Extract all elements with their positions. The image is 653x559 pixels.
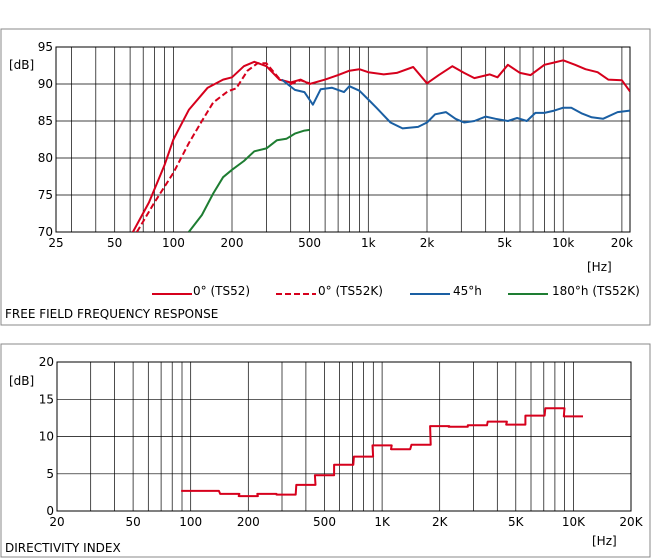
frequency-response-plot: 70 75 80 85 90 95 25 50 100 200 500 1k 2k 5k 10k 20k: [38, 40, 633, 250]
frequency-response-chart: 70 75 80 85 90 95 25 50 100 200 500 1k 2k 5k 10k 20k [d…: [0, 28, 651, 326]
series-line: [136, 62, 310, 232]
series-line: [188, 128, 310, 232]
x-axis-label: [Hz]: [592, 534, 617, 548]
legend-label: 0° (TS52K): [318, 284, 383, 298]
y-tick-label: 20: [39, 355, 54, 369]
x-tick-label: 200: [237, 515, 260, 529]
chart-title: DIRECTIVITY INDEX: [5, 541, 121, 555]
x-tick-label: 2k: [420, 236, 435, 250]
x-tick-label: 200: [221, 236, 244, 250]
chart-frame: [0, 343, 651, 558]
x-tick-label: 1k: [361, 236, 376, 250]
x-tick-label: 100: [179, 515, 202, 529]
y-tick-label: 85: [38, 114, 53, 128]
x-tick-label: 20K: [619, 515, 643, 529]
x-tick-label: 50: [125, 515, 140, 529]
series-line: [281, 78, 630, 130]
y-tick-label: 95: [38, 40, 53, 54]
x-tick-label: 5K: [508, 515, 525, 529]
x-tick-label: 100: [162, 236, 185, 250]
y-tick-label: 70: [38, 225, 53, 239]
chart-frame: [0, 28, 651, 326]
legend: 0° (TS52) 0° (TS52K) 45°h 180°h (TS52K): [152, 284, 640, 298]
plot-border: [55, 46, 631, 233]
x-tick-label: 2K: [432, 515, 449, 529]
y-tick-label: 0: [46, 504, 54, 518]
x-axis-label: [Hz]: [587, 260, 612, 274]
x-tick-label: 20k: [611, 236, 633, 250]
x-tick-label: 5k: [497, 236, 512, 250]
legend-label: 45°h: [453, 284, 482, 298]
x-tick-label: 50: [107, 236, 122, 250]
directivity-index-chart: 0 5 10 15 20 20 50 100 200 500 1K 2K 5K 10K 20K [dB] […: [0, 343, 651, 558]
x-tick-label: 20: [49, 515, 64, 529]
y-tick-label: 75: [38, 188, 53, 202]
x-tick-label: 10k: [552, 236, 574, 250]
x-tick-label: 10K: [562, 515, 586, 529]
series-line: [181, 407, 583, 498]
y-axis-label: [dB]: [9, 374, 34, 388]
legend-label: 180°h (TS52K): [552, 284, 640, 298]
y-axis-label: [dB]: [9, 58, 34, 72]
y-tick-label: 15: [39, 392, 54, 406]
directivity-index-plot: 0 5 10 15 20 20 50 100 200 500 1K 2K 5K 10K 20K: [39, 355, 644, 529]
series-line: [132, 59, 630, 232]
y-tick-label: 5: [46, 467, 54, 481]
chart-title: FREE FIELD FREQUENCY RESPONSE: [5, 307, 218, 321]
plot-border: [56, 361, 632, 512]
x-tick-label: 1K: [374, 515, 391, 529]
y-tick-label: 80: [38, 151, 53, 165]
x-tick-label: 25: [48, 236, 63, 250]
y-tick-label: 10: [39, 430, 54, 444]
x-tick-label: 500: [298, 236, 321, 250]
y-tick-label: 90: [38, 77, 53, 91]
legend-label: 0° (TS52): [193, 284, 250, 298]
x-tick-label: 500: [313, 515, 336, 529]
